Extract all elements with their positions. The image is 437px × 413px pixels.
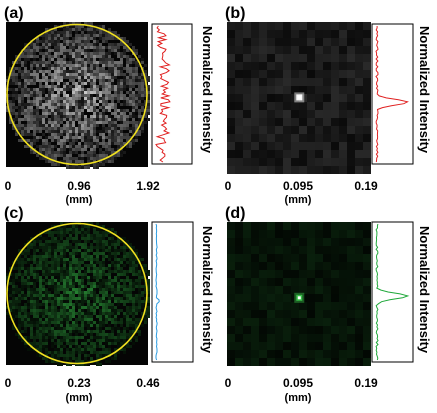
- panel-d: (d) Normalized Intensity 0 0.095 0.19 (m…: [225, 205, 432, 404]
- panel-d-tick-2: 0.19: [354, 376, 378, 390]
- panel-a-image: [6, 22, 150, 169]
- panel-c-ylabel: Normalized Intensity: [200, 226, 215, 354]
- panel-a-tick-0: 0: [5, 179, 12, 193]
- profile-frame: [151, 221, 194, 363]
- panel-a-label: (a): [4, 5, 24, 22]
- panel-c: (c) Normalized Intensity 0 0.23 0.46 (mm…: [4, 205, 215, 404]
- pixel-field: [227, 222, 371, 366]
- aperture-circle: [6, 23, 148, 166]
- intensity-profile-line: [375, 223, 410, 361]
- panel-d-tick-1: 0.095: [283, 376, 313, 390]
- panel-b-profile: [371, 23, 414, 165]
- focal-spot: [294, 92, 305, 103]
- panel-b-label: (b): [225, 5, 245, 22]
- panel-c-profile: [151, 221, 194, 363]
- panel-a-ylabel: Normalized Intensity: [200, 26, 215, 154]
- panel-b: (b) Normalized Intensity 0 0.095 0.19 (m…: [225, 5, 432, 206]
- panel-b-image: [227, 22, 371, 174]
- panel-c-image: [6, 222, 150, 366]
- intensity-profile-line: [155, 25, 171, 163]
- panel-d-image: [227, 222, 371, 366]
- panel-c-tick-0: 0: [5, 376, 12, 390]
- panel-a-tick-1: 0.96: [67, 179, 91, 193]
- panel-b-axis: 0 0.095 0.19 (mm): [225, 179, 378, 206]
- panel-d-axis: 0 0.095 0.19 (mm): [225, 376, 378, 404]
- panel-b-tick-2: 0.19: [354, 179, 378, 193]
- panel-c-axis: 0 0.23 0.46 (mm): [5, 376, 160, 404]
- panel-c-tick-1: 0.23: [67, 376, 91, 390]
- panel-b-ylabel: Normalized Intensity: [417, 26, 432, 154]
- panel-c-label: (c): [4, 205, 24, 222]
- panel-a: (a) Normalized Intensity 0 0.96 1.92 (mm…: [4, 5, 215, 206]
- intensity-profile-line: [155, 223, 160, 361]
- panel-d-unit: (mm): [285, 392, 312, 404]
- panel-b-tick-1: 0.095: [283, 179, 313, 193]
- intensity-profile-line: [375, 26, 409, 163]
- panel-d-profile: [371, 221, 414, 363]
- panel-a-profile: [151, 23, 193, 165]
- panel-d-ylabel: Normalized Intensity: [417, 226, 432, 354]
- panel-a-unit: (mm): [66, 194, 93, 206]
- speckle-field: [6, 22, 150, 169]
- panel-a-tick-2: 1.92: [136, 179, 160, 193]
- focal-spot: [294, 292, 305, 303]
- panel-c-unit: (mm): [66, 392, 93, 404]
- panel-b-unit: (mm): [285, 194, 312, 206]
- panel-b-tick-0: 0: [225, 179, 232, 193]
- profile-frame: [371, 23, 414, 165]
- profile-frame: [371, 221, 414, 363]
- panel-c-tick-2: 0.46: [136, 376, 160, 390]
- speckle-field: [6, 222, 150, 366]
- aperture-circle: [6, 222, 148, 365]
- panel-d-tick-0: 0: [225, 376, 232, 390]
- panel-d-label: (d): [225, 205, 245, 222]
- profile-frame: [151, 23, 193, 165]
- panel-a-axis: 0 0.96 1.92 (mm): [5, 179, 160, 206]
- pixel-field: [227, 22, 371, 174]
